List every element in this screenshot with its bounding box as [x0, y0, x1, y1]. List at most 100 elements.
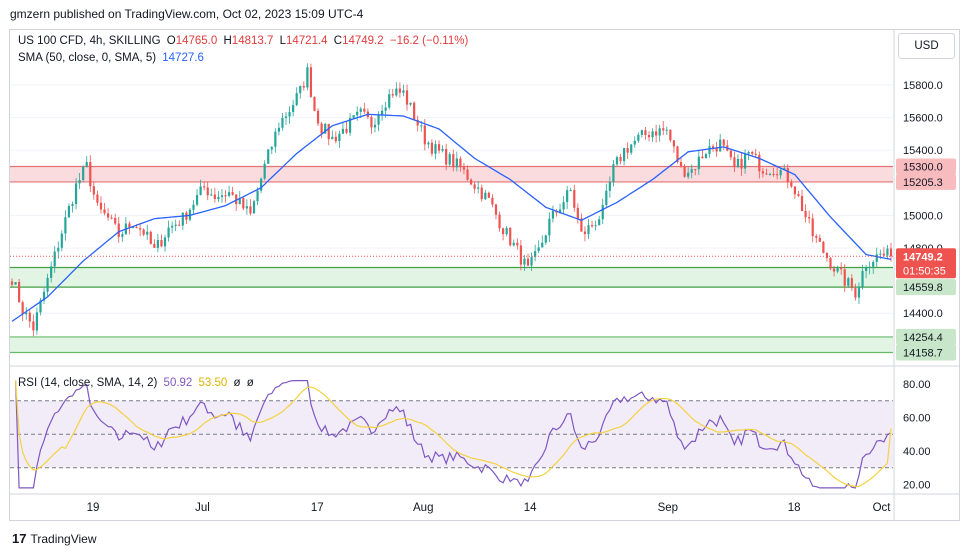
candle-body	[882, 253, 885, 256]
candle-body	[35, 312, 39, 331]
candle-body	[227, 192, 231, 196]
candle-body	[409, 102, 412, 105]
candle-body	[21, 302, 24, 315]
candle-body	[256, 190, 259, 202]
candle-body	[416, 119, 419, 126]
candle-body	[711, 146, 715, 148]
candle-body	[74, 183, 78, 205]
rsi-extra-2: ø	[246, 377, 254, 389]
candle-body	[181, 212, 184, 226]
candle-body	[131, 227, 135, 229]
candle-body	[423, 125, 426, 145]
candle-body	[754, 153, 757, 155]
candle-body	[53, 251, 56, 267]
candle-body	[580, 218, 583, 232]
candle-body	[519, 245, 522, 265]
sma-label: SMA (50, close, 0, SMA, 5)	[18, 52, 157, 64]
candle-body	[99, 202, 103, 210]
candle-body	[818, 237, 821, 242]
candle-body	[437, 144, 441, 151]
candle-body	[103, 209, 106, 214]
candle-body	[274, 131, 277, 147]
candle-body	[808, 217, 811, 219]
candle-body	[594, 225, 597, 227]
time-tick-label: 18	[788, 502, 801, 514]
candle-body	[42, 291, 46, 301]
candle-body	[238, 198, 241, 205]
candle-body	[462, 167, 466, 170]
candle-body	[708, 146, 711, 155]
sma-legend: SMA (50, close, 0, SMA, 5) 14727.6	[18, 52, 207, 64]
candle-body	[864, 267, 868, 271]
candle-body	[722, 139, 725, 146]
candle-body	[128, 223, 131, 228]
candle-body	[776, 174, 779, 176]
candle-body	[459, 158, 462, 168]
rsi-ma-line	[15, 380, 892, 488]
candle-body	[25, 312, 28, 315]
candle-body	[619, 157, 622, 162]
current-price-label: 14749.2	[903, 251, 943, 263]
open-label: O	[166, 35, 176, 47]
candle-body	[477, 187, 480, 189]
candle-body	[861, 270, 864, 287]
candle-body	[783, 168, 786, 170]
candle-body	[167, 227, 170, 238]
candle-body	[598, 219, 601, 226]
candle-body	[142, 229, 145, 235]
candle-body	[163, 237, 167, 247]
candle-body	[615, 157, 619, 165]
support-zone-2	[10, 336, 893, 353]
candle-body	[832, 268, 836, 272]
candle-body	[302, 85, 305, 88]
candle-body	[509, 227, 512, 246]
candle-body	[452, 154, 455, 168]
candle-body	[121, 234, 124, 237]
candle-body	[857, 286, 861, 298]
candle-body	[494, 204, 498, 215]
candle-body	[267, 149, 270, 164]
sma-line	[11, 113, 892, 322]
candle-body	[455, 158, 458, 168]
candle-body	[384, 107, 387, 111]
candle-body	[733, 157, 736, 168]
candle-body	[352, 115, 355, 118]
candle-body	[71, 204, 74, 206]
candle-body	[558, 209, 562, 213]
candle-body	[498, 214, 501, 229]
low-label: L	[279, 35, 286, 47]
candle-body	[872, 261, 875, 267]
candle-body	[263, 163, 266, 179]
price-tick-label: 14400.0	[903, 308, 943, 320]
time-tick-label: 17	[311, 502, 324, 514]
currency-button[interactable]: USD	[898, 33, 955, 59]
candle-body	[106, 213, 110, 218]
symbol-label: US 100 CFD, 4h, SKILLING	[18, 35, 161, 47]
candle-body	[491, 197, 494, 205]
candle-body	[153, 243, 156, 248]
candle-body	[277, 127, 281, 132]
candle-body	[786, 168, 789, 183]
candle-body	[18, 282, 21, 303]
candle-body	[512, 242, 515, 246]
candle-body	[171, 225, 174, 228]
candle-body	[662, 128, 665, 131]
candle-body	[466, 169, 469, 180]
candle-body	[299, 85, 302, 94]
candle-body	[800, 195, 804, 212]
candle-body	[28, 312, 31, 322]
candle-body	[249, 206, 252, 214]
rsi-value: 50.92	[163, 377, 193, 389]
candle-body	[502, 228, 505, 235]
rsi-legend: RSI (14, close, SMA, 14, 2) 50.92 53.50 …	[18, 377, 257, 389]
rsi-line	[15, 380, 892, 489]
candle-body	[242, 198, 245, 209]
sma-value: 14727.6	[162, 52, 204, 64]
support-bottom-label-bg	[896, 279, 956, 296]
candle-body	[704, 154, 708, 159]
candle-body	[306, 67, 309, 88]
open-value: 14765.0	[175, 35, 218, 47]
candle-body	[612, 164, 615, 182]
candle-body	[398, 88, 401, 93]
